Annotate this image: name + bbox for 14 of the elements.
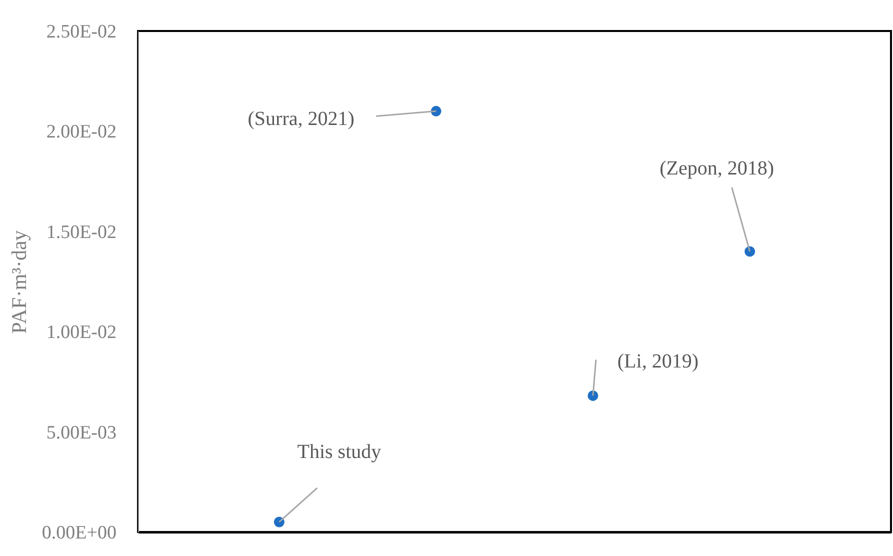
point [430,106,442,116]
annotation: (Zepon, 2018) [660,157,774,180]
y-tick-label: 0.00E+00 [42,522,116,544]
y-tick-label: 2.00E-02 [46,122,116,143]
annotation: This study [297,440,382,463]
y-tick-label: 1.00E-02 [46,322,116,344]
annotation: (Surra, 2021) [248,108,354,130]
y-axis-title: PAF·m³·day [6,230,31,334]
point [274,516,284,528]
y-tick-label: 1.50E-02 [46,222,116,243]
y-tick-label: 5.00E-03 [46,422,116,444]
y-tick-label: 2.50E-02 [46,22,116,42]
annotation: (Li, 2019) [617,350,698,373]
point [588,390,598,401]
